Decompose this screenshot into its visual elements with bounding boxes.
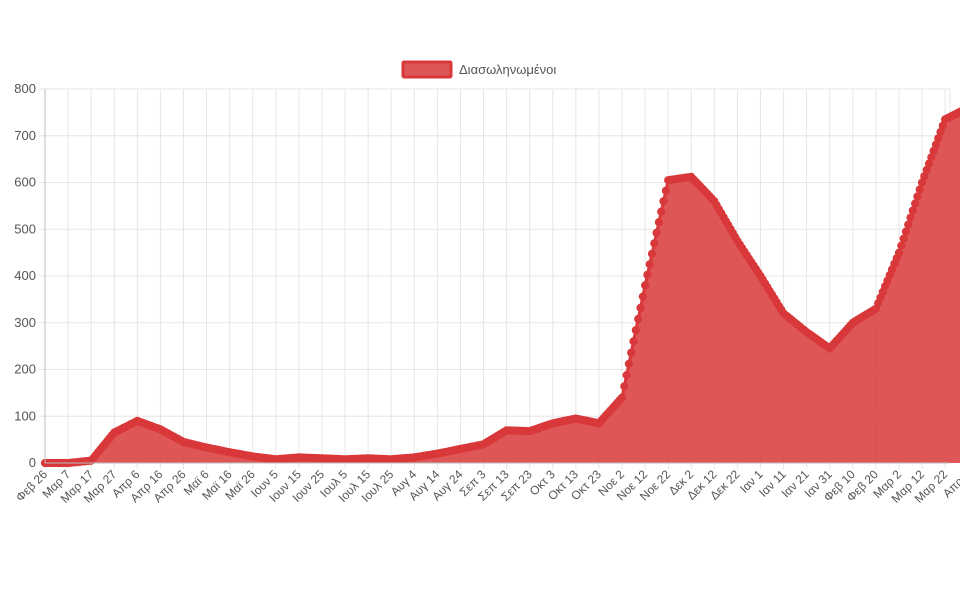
data-point[interactable] (634, 314, 643, 324)
data-point[interactable] (913, 192, 922, 201)
y-axis: 0 100 200 300 400 500 600 700 800 (14, 81, 46, 470)
series-area-layer (45, 110, 960, 465)
data-point[interactable] (899, 234, 908, 243)
data-point[interactable] (897, 241, 906, 250)
data-point[interactable] (661, 186, 671, 195)
data-point[interactable] (915, 185, 924, 194)
data-point[interactable] (957, 107, 960, 116)
legend[interactable]: Διασωληνωμένοι (401, 60, 556, 79)
y-tick-label: 500 (14, 221, 36, 236)
series-area-fill (45, 111, 960, 463)
data-point[interactable] (894, 248, 904, 257)
y-tick-label: 700 (14, 128, 36, 143)
data-point[interactable] (908, 206, 917, 215)
data-point[interactable] (641, 281, 650, 290)
data-point[interactable] (627, 348, 636, 357)
series-point-layer (40, 107, 960, 468)
data-point[interactable] (636, 303, 645, 312)
y-tick-label: 0 (29, 455, 36, 470)
data-point[interactable] (620, 382, 629, 391)
data-point[interactable] (659, 197, 668, 206)
data-point[interactable] (647, 249, 657, 258)
data-point[interactable] (901, 227, 911, 236)
data-point[interactable] (904, 220, 913, 229)
data-point[interactable] (638, 292, 647, 301)
legend-label[interactable]: Διασωληνωμένοι (459, 62, 556, 77)
y-tick-label: 600 (14, 175, 36, 190)
y-tick-label: 400 (14, 268, 36, 283)
data-point[interactable] (654, 218, 664, 227)
data-point[interactable] (629, 337, 638, 346)
data-point[interactable] (652, 228, 661, 237)
data-point[interactable] (622, 371, 631, 380)
data-point[interactable] (643, 270, 652, 279)
y-tick-label: 200 (14, 362, 36, 377)
data-point[interactable] (624, 359, 634, 368)
y-tick-label: 300 (14, 315, 36, 330)
legend-swatch[interactable] (401, 60, 453, 79)
data-point[interactable] (631, 326, 640, 335)
data-point[interactable] (657, 207, 666, 216)
data-point[interactable] (911, 199, 920, 208)
data-point[interactable] (906, 213, 915, 222)
data-point[interactable] (645, 260, 654, 269)
data-point[interactable] (617, 393, 627, 402)
y-tick-label: 100 (14, 408, 36, 423)
data-point[interactable] (650, 239, 659, 248)
y-tick-label: 800 (14, 81, 36, 96)
